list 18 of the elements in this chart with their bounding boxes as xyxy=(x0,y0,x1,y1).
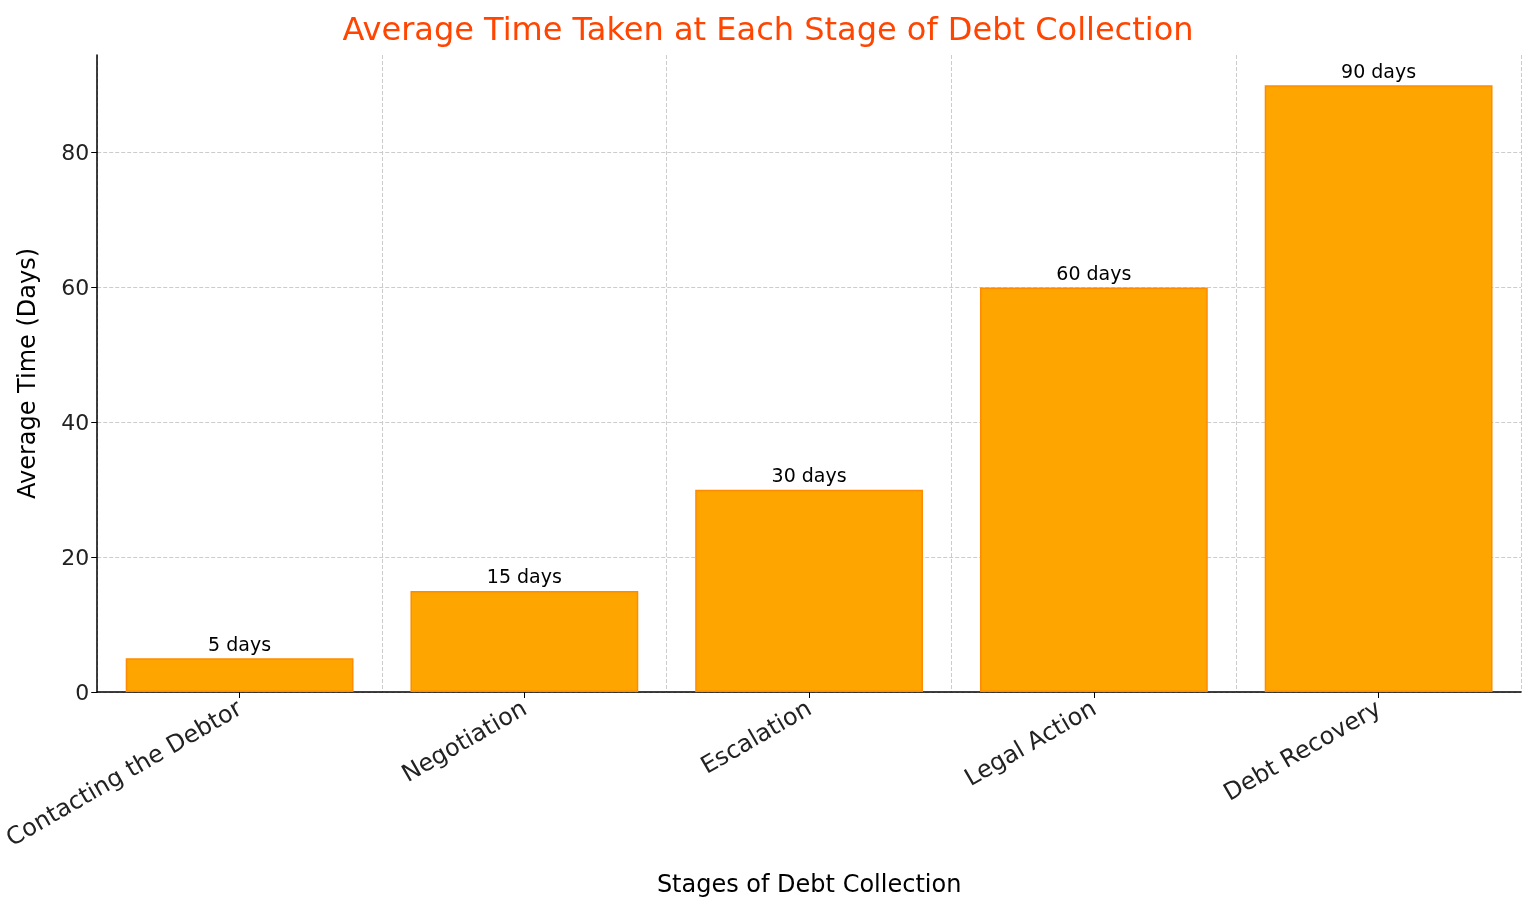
bar xyxy=(410,590,639,692)
bar xyxy=(1264,85,1493,692)
y-tick-label: 0 xyxy=(75,679,90,705)
data-label: 90 days xyxy=(1341,59,1417,82)
bar xyxy=(125,658,354,692)
chart-title: Average Time Taken at Each Stage of Debt Collection xyxy=(342,10,1194,48)
data-label: 60 days xyxy=(1056,262,1132,285)
y-tick-label: 60 xyxy=(61,275,90,301)
bar xyxy=(979,287,1208,692)
y-tick-label: 40 xyxy=(61,409,90,435)
data-label: 15 days xyxy=(486,565,562,588)
bar xyxy=(695,489,924,692)
y-axis-title: Average Time (Days) xyxy=(13,247,42,500)
y-tick-label: 20 xyxy=(61,544,90,570)
x-axis-title: Stages of Debt Collection xyxy=(656,870,962,898)
y-tick-label: 80 xyxy=(61,140,90,166)
data-label: 5 days xyxy=(208,632,272,655)
data-label: 30 days xyxy=(771,464,847,487)
